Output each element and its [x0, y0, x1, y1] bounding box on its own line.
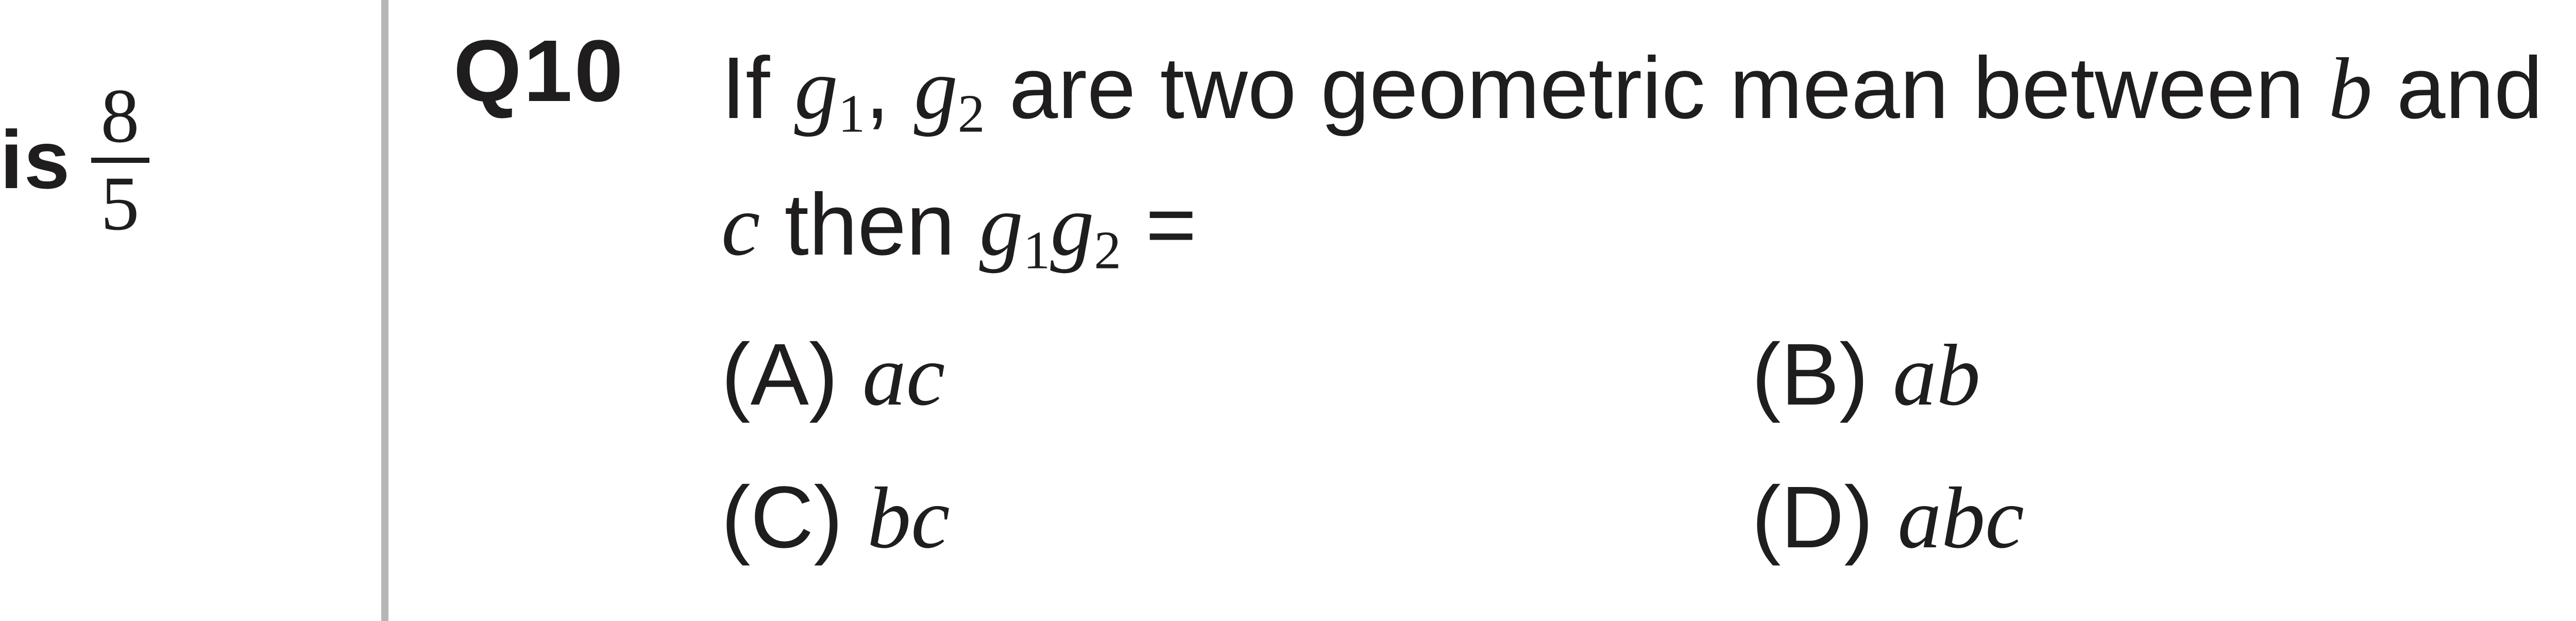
- fragment-prefix: is: [0, 112, 71, 207]
- question-block: Q10 If g1, g2 are two geometric mean bet…: [453, 21, 2576, 568]
- option-a-value: ac: [862, 327, 945, 424]
- left-fragment: is 8 5: [0, 77, 149, 242]
- option-c-label: (C): [721, 468, 867, 566]
- option-b-label: (B): [1752, 326, 1893, 424]
- fraction-numerator: 8: [91, 77, 149, 163]
- question-row: Q10 If g1, g2 are two geometric mean bet…: [453, 21, 2576, 293]
- option-a[interactable]: (A) ac: [721, 324, 1752, 426]
- stem-text-2: are two geometric mean between: [985, 39, 2329, 137]
- prod-sub-g2: 2: [1094, 220, 1122, 280]
- stem-text-4: then: [760, 176, 979, 274]
- var-b: b: [2329, 40, 2372, 137]
- option-d-label: (D): [1752, 468, 1897, 566]
- question-stem: If g1, g2 are two geometric mean between…: [721, 21, 2543, 293]
- var-g1: g: [794, 40, 838, 137]
- sub-g1: 1: [838, 83, 866, 143]
- sub-g2: 2: [958, 83, 985, 143]
- option-b-value: ab: [1893, 327, 1980, 424]
- prod-sub-g1: 1: [1023, 220, 1050, 280]
- option-c[interactable]: (C) bc: [721, 467, 1752, 568]
- option-c-value: bc: [867, 469, 950, 566]
- stem-text-3: and: [2372, 39, 2543, 137]
- fraction-denominator: 5: [100, 163, 140, 242]
- option-b[interactable]: (B) ab: [1752, 324, 2576, 426]
- question-number: Q10: [453, 21, 721, 122]
- options-grid: (A) ac (B) ab (C) bc (D) abc: [721, 324, 2576, 568]
- prod-g1: g: [979, 177, 1023, 274]
- var-c: c: [721, 177, 760, 274]
- option-d[interactable]: (D) abc: [1752, 467, 2576, 568]
- stem-sep: ,: [865, 39, 913, 137]
- equals: =: [1121, 176, 1197, 274]
- option-d-value: abc: [1897, 469, 2024, 566]
- fragment-fraction: 8 5: [91, 77, 149, 242]
- option-a-label: (A): [721, 326, 862, 424]
- prod-g2: g: [1050, 177, 1094, 274]
- vertical-divider: [381, 0, 388, 621]
- var-g2: g: [914, 40, 958, 137]
- stem-text: If: [721, 39, 794, 137]
